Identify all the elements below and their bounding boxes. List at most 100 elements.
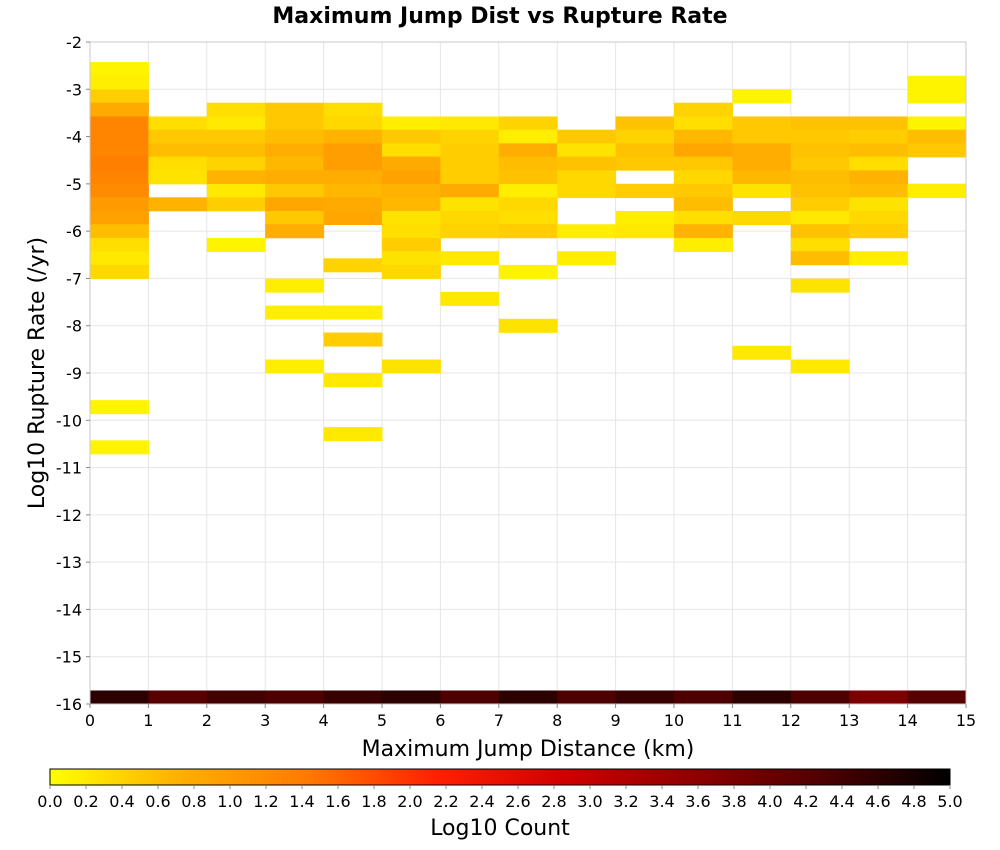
y-tick-label: -10 — [56, 411, 82, 430]
x-tick-label: 1 — [143, 711, 153, 730]
heatmap-cell — [90, 143, 149, 158]
heatmap-cell — [557, 170, 617, 185]
colorbar-tick-label: 0.8 — [181, 792, 206, 811]
y-tick-label: -2 — [66, 33, 82, 52]
x-tick-label: 10 — [664, 711, 684, 730]
heatmap-cell — [498, 170, 558, 185]
heatmap-cell — [440, 116, 500, 131]
heatmap-cell — [90, 156, 149, 171]
heatmap-cell — [557, 690, 617, 705]
heatmap-cell — [148, 129, 208, 144]
heatmap-cell — [323, 373, 383, 388]
heatmap-cell — [849, 197, 909, 212]
heatmap-cell — [498, 116, 558, 131]
x-tick-label: 8 — [552, 711, 562, 730]
heatmap-cell — [323, 211, 383, 226]
heatmap-cell — [323, 170, 383, 185]
heatmap-cell — [732, 129, 792, 144]
heatmap-cell — [440, 690, 500, 705]
colorbar-tick-label: 0.0 — [37, 792, 62, 811]
heatmap-cell — [382, 197, 441, 212]
heatmap-cell — [440, 143, 500, 158]
x-tick-label: 3 — [260, 711, 270, 730]
colorbar-tick-label: 4.4 — [829, 792, 854, 811]
heatmap-cell — [557, 156, 617, 171]
heatmap-cell — [615, 690, 675, 705]
heatmap-cell — [615, 184, 675, 199]
heatmap-cell — [90, 251, 149, 266]
x-tick-label: 5 — [377, 711, 387, 730]
colorbar-tick-label: 2.8 — [541, 792, 566, 811]
heatmap-cell — [90, 89, 149, 104]
heatmap-cell — [323, 197, 383, 212]
colorbar-tick-label: 4.8 — [901, 792, 926, 811]
heatmap-cell — [615, 224, 675, 239]
colorbar-tick-label: 3.6 — [685, 792, 710, 811]
colorbar-tick-label: 4.0 — [757, 792, 782, 811]
colorbar-tick-label: 2.0 — [397, 792, 422, 811]
colorbar — [49, 768, 951, 786]
heatmap-cell — [323, 116, 383, 131]
heatmap-cell — [90, 116, 149, 131]
y-tick-label: -3 — [66, 80, 82, 99]
colorbar-tick-label: 0.2 — [73, 792, 98, 811]
heatmap-cell — [90, 75, 149, 90]
heatmap-cell — [557, 184, 617, 199]
heatmap-cell — [790, 143, 850, 158]
heatmap-cell — [90, 690, 149, 705]
y-axis-label: Log10 Rupture Rate (/yr) — [25, 237, 50, 509]
heatmap-cell — [382, 156, 441, 171]
heatmap-cell — [323, 143, 383, 158]
heatmap-cell — [849, 170, 909, 185]
heatmap-cells — [90, 62, 967, 705]
heatmap-cell — [206, 170, 266, 185]
heatmap-cell — [674, 237, 733, 252]
heatmap-cell — [557, 143, 617, 158]
heatmap-cell — [90, 62, 149, 77]
heatmap-cell — [732, 89, 792, 104]
heatmap-cell — [440, 224, 500, 239]
colorbar-tick-label: 4.6 — [865, 792, 890, 811]
y-tick-label: -8 — [66, 317, 82, 336]
x-tick-label: 2 — [202, 711, 212, 730]
heatmap-cell — [382, 143, 441, 158]
heatmap-cell — [265, 170, 325, 185]
heatmap-cell — [148, 197, 208, 212]
heatmap-cell — [90, 400, 149, 415]
heatmap-cell — [790, 251, 850, 266]
heatmap-cell — [382, 116, 441, 131]
heatmap-cell — [265, 184, 325, 199]
colorbar-tick-label: 3.0 — [577, 792, 602, 811]
heatmap-cell — [90, 224, 149, 239]
heatmap-cell — [148, 116, 208, 131]
heatmap-cell — [382, 359, 441, 374]
y-tick-label: -5 — [66, 175, 82, 194]
colorbar-tick-label: 1.6 — [325, 792, 350, 811]
heatmap-cell — [265, 224, 325, 239]
heatmap-cell — [674, 116, 733, 131]
heatmap-cell — [323, 156, 383, 171]
heatmap-cell — [615, 156, 675, 171]
heatmap-cell — [907, 75, 967, 90]
heatmap-cell — [557, 129, 617, 144]
heatmap-cell — [790, 690, 850, 705]
heatmap-cell — [265, 116, 325, 131]
heatmap-cell — [674, 211, 733, 226]
heatmap-cell — [732, 211, 792, 226]
heatmap-cell — [907, 143, 967, 158]
heatmap-cell — [557, 224, 617, 239]
heatmap-cell — [440, 251, 500, 266]
heatmap-cell — [849, 129, 909, 144]
y-tick-label: -7 — [66, 269, 82, 288]
heatmap-cell — [265, 129, 325, 144]
colorbar-tick-label: 4.2 — [793, 792, 818, 811]
x-tick-label: 12 — [781, 711, 801, 730]
heatmap-cell — [849, 143, 909, 158]
heatmap-cell — [90, 237, 149, 252]
heatmap-cell — [849, 224, 909, 239]
heatmap-cell — [206, 184, 266, 199]
y-tick-label: -12 — [56, 506, 82, 525]
heatmap-cell — [440, 156, 500, 171]
heatmap-cell — [849, 184, 909, 199]
heatmap-cell — [790, 129, 850, 144]
